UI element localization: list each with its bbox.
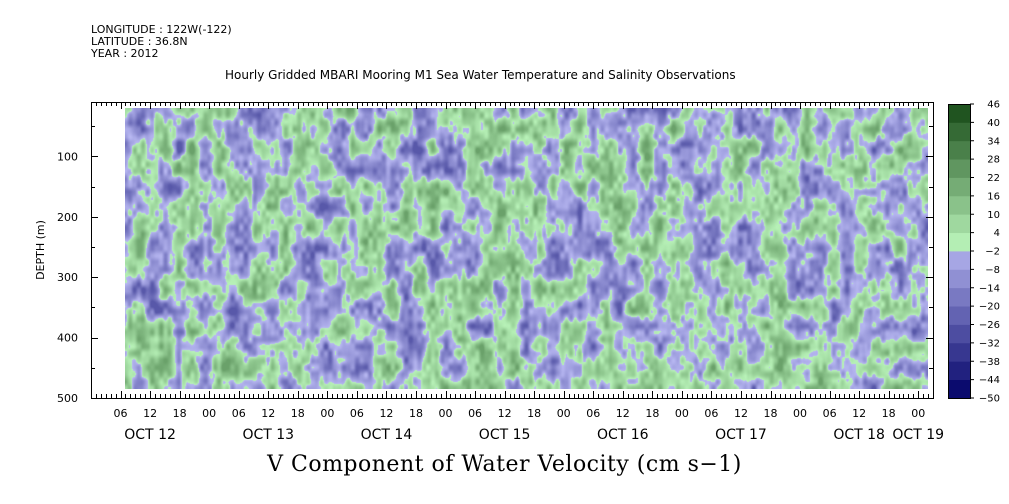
colorbar-band	[948, 122, 970, 142]
x-date-label: OCT 19	[892, 427, 944, 443]
colorbar-band	[948, 214, 970, 234]
x-hour-tick-label: 06	[114, 407, 128, 420]
colorbar-label: 4	[994, 228, 1000, 239]
x-hour-tick-label: 06	[823, 407, 837, 420]
y-axis-label: DEPTH (m)	[34, 220, 47, 280]
colorbar-band	[948, 269, 970, 289]
x-date-label: OCT 14	[361, 427, 413, 443]
x-hour-tick-label: 18	[882, 407, 896, 420]
colorbar-band	[948, 342, 970, 362]
x-date-label: OCT 15	[479, 427, 531, 443]
colorbar-label: 28	[987, 155, 1000, 166]
x-hour-tick-label: 12	[616, 407, 630, 420]
x-hour-tick-label: 12	[379, 407, 393, 420]
colorbar-band	[948, 324, 970, 344]
colorbar-band	[948, 361, 970, 381]
colorbar-band	[948, 232, 970, 252]
x-hour-tick-label: 06	[232, 407, 246, 420]
x-date-label: OCT 16	[597, 427, 649, 443]
colorbar-band	[948, 104, 970, 123]
y-axis-ticks: 100 200 300 400 500	[57, 126, 933, 405]
colorbar-band	[948, 287, 970, 307]
colorbar-band	[948, 306, 970, 325]
x-hour-tick-label: 00	[202, 407, 216, 420]
x-date-label: OCT 18	[833, 427, 885, 443]
x-hour-tick-label: 06	[704, 407, 718, 420]
latitude-label: LATITUDE : 36.8N	[91, 35, 188, 48]
colorbar-band	[948, 177, 970, 197]
x-hour-tick-label: 00	[911, 407, 925, 420]
colorbar-label: −8	[985, 265, 1000, 276]
colorbar-band	[948, 379, 970, 399]
plot-frame	[91, 102, 934, 399]
x-hour-tick-label: 00	[675, 407, 689, 420]
colorbar-label: 10	[987, 210, 1000, 221]
x-axis-ticks: 06 12 18 00 06 12 18 00 06 12 18 00 06 12 18 00 06 12 18 00…	[91, 102, 944, 443]
x-hour-tick-label: 12	[852, 407, 866, 420]
x-hour-tick-label: 18	[173, 407, 187, 420]
x-hour-tick-label: 18	[527, 407, 541, 420]
x-date-label: OCT 17	[715, 427, 767, 443]
y-tick-label: 300	[57, 271, 78, 284]
x-hour-tick-label: 00	[439, 407, 453, 420]
x-date-label: OCT 13	[242, 427, 294, 443]
y-tick-label: 400	[57, 332, 78, 345]
chart-title: Hourly Gridded MBARI Mooring M1 Sea Wate…	[225, 68, 736, 82]
x-hour-tick-label: 18	[764, 407, 778, 420]
x-hour-tick-label: 06	[468, 407, 482, 420]
colorbar-label: 34	[987, 136, 1000, 147]
x-hour-tick-label: 18	[409, 407, 423, 420]
x-hour-tick-label: 12	[261, 407, 275, 420]
x-date-label: OCT 12	[124, 427, 176, 443]
x-hour-tick-label: 00	[320, 407, 334, 420]
x-hour-tick-label: 06	[586, 407, 600, 420]
x-hour-tick-label: 00	[557, 407, 571, 420]
colorbar-label: −26	[979, 320, 1000, 331]
colorbar-band	[948, 195, 970, 215]
colorbar-label: −2	[985, 247, 1000, 258]
metadata-block: LONGITUDE : 122W(-122) LATITUDE : 36.8N …	[91, 24, 232, 60]
y-tick-label: 200	[57, 211, 78, 224]
colorbar-band	[948, 140, 970, 160]
colorbar-label: −14	[979, 283, 1000, 294]
colorbar-label: 46	[987, 100, 1000, 111]
variable-label: V Component of Water Velocity (cm s−1)	[267, 452, 742, 477]
colorbar-band	[948, 251, 970, 270]
colorbar-label: −32	[979, 338, 1000, 349]
x-hour-tick-label: 18	[291, 407, 305, 420]
x-hour-tick-label: 06	[350, 407, 364, 420]
heatmap-field	[125, 108, 928, 389]
y-tick-label: 100	[57, 150, 78, 163]
x-hour-tick-label: 18	[645, 407, 659, 420]
colorbar-band	[948, 159, 970, 178]
x-hour-tick-label: 00	[793, 407, 807, 420]
colorbar-label: −38	[979, 357, 1000, 368]
colorbar-label: −50	[979, 394, 1000, 405]
colorbar: 46 40 34 28 22 16 10 4 −2 −8 −14 −20 −26 −32 −38 −44 −50	[948, 100, 1000, 405]
year-label: YEAR : 2012	[91, 47, 159, 60]
colorbar-label: 40	[987, 118, 1000, 129]
x-hour-tick-label: 12	[143, 407, 157, 420]
colorbar-label: −44	[979, 375, 1000, 386]
colorbar-label: −20	[979, 302, 1000, 313]
y-tick-label: 500	[57, 392, 78, 405]
x-hour-tick-label: 12	[734, 407, 748, 420]
colorbar-label: 22	[987, 173, 1000, 184]
colorbar-label: 16	[987, 191, 1000, 202]
x-hour-tick-label: 12	[498, 407, 512, 420]
longitude-label: LONGITUDE : 122W(-122)	[91, 23, 232, 36]
